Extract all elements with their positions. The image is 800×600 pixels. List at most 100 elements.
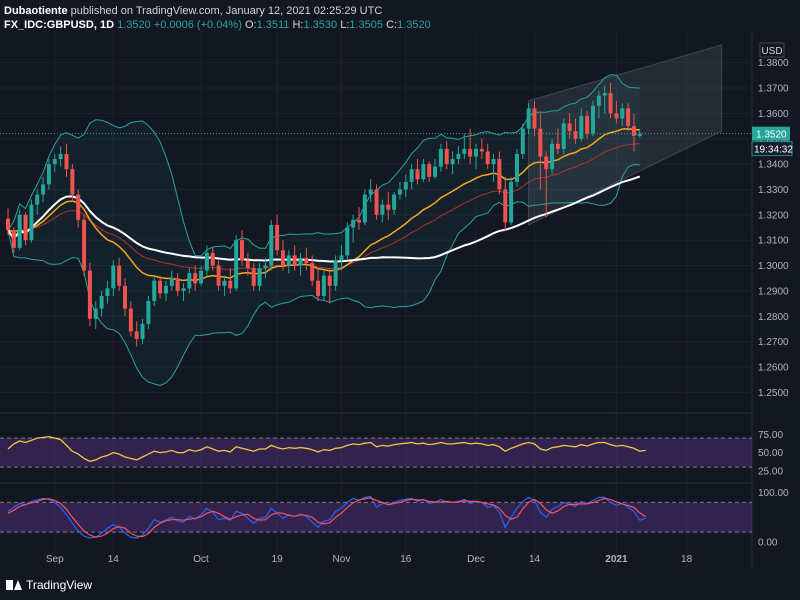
candle-body bbox=[169, 278, 174, 286]
candle-body bbox=[70, 169, 75, 195]
currency-box[interactable] bbox=[759, 42, 785, 58]
x-tick-label: 2021 bbox=[605, 554, 628, 565]
x-tick-label: Nov bbox=[333, 554, 351, 565]
candle-body bbox=[555, 143, 560, 149]
symbol-label[interactable]: FX_IDC:GBPUSD, 1D bbox=[4, 19, 115, 31]
candle-body bbox=[392, 194, 397, 210]
candle-body bbox=[23, 214, 28, 241]
candle-body bbox=[380, 204, 385, 215]
candle-body bbox=[123, 285, 127, 309]
candle-body bbox=[509, 181, 514, 223]
high-label: H: bbox=[292, 19, 304, 31]
candle-body bbox=[421, 164, 426, 180]
candle-body bbox=[462, 148, 467, 154]
candle-body bbox=[550, 143, 555, 170]
price-badge-label: 1.3520 bbox=[756, 130, 787, 141]
candle-body bbox=[298, 257, 303, 266]
candle-body bbox=[87, 270, 92, 319]
footer-brand[interactable]: TradingView bbox=[6, 578, 92, 592]
candle-body bbox=[17, 214, 22, 248]
candle-body bbox=[438, 148, 443, 167]
candle-body bbox=[409, 169, 414, 182]
publish-header: Dubaotiente published on TradingView.com… bbox=[4, 4, 382, 18]
price-badge[interactable] bbox=[752, 126, 790, 141]
candle-body bbox=[216, 265, 221, 286]
publish-info: published on TradingView.com, January 12… bbox=[70, 5, 383, 17]
candle-body bbox=[163, 285, 168, 294]
candle-body bbox=[503, 189, 508, 223]
candle-body bbox=[310, 263, 315, 281]
stoch-k-line bbox=[7, 495, 646, 539]
candle-body bbox=[526, 108, 531, 129]
price-axis[interactable]: 1.38001.37001.36001.35001.34001.33001.32… bbox=[0, 58, 793, 549]
candle-body bbox=[427, 164, 432, 177]
y-tick-label: 1.3800 bbox=[758, 58, 789, 69]
author-name[interactable]: Dubaotiente bbox=[4, 5, 68, 17]
rsi-tick-label: 50.00 bbox=[758, 448, 783, 459]
close-value: 1.3520 bbox=[397, 19, 431, 31]
candle-body bbox=[520, 128, 525, 154]
rsi-tick-label: 25.00 bbox=[758, 466, 783, 477]
countdown-label: 19:34:32 bbox=[754, 145, 793, 156]
candle-body bbox=[596, 95, 601, 106]
channel-area bbox=[528, 44, 723, 226]
candle-body bbox=[333, 260, 338, 286]
candle-body bbox=[304, 257, 309, 263]
candle-body bbox=[362, 194, 367, 223]
candle-body bbox=[497, 159, 502, 190]
candle-body bbox=[204, 252, 209, 271]
rsi-panel bbox=[0, 436, 752, 468]
y-tick-label: 1.2600 bbox=[758, 362, 789, 373]
candle-body bbox=[175, 278, 180, 291]
candle-body bbox=[479, 148, 484, 152]
candle-body bbox=[602, 93, 607, 96]
candle-body bbox=[345, 227, 350, 256]
candle-body bbox=[456, 153, 461, 160]
candle-body bbox=[46, 164, 51, 185]
x-tick-label: 18 bbox=[681, 554, 693, 565]
candle-body bbox=[286, 255, 291, 266]
stoch-tick-label: 100.00 bbox=[758, 488, 789, 499]
candle-body bbox=[626, 108, 631, 127]
candle-body bbox=[146, 301, 151, 324]
price-change: +0.0006 (+0.04%) bbox=[153, 19, 242, 31]
candle-body bbox=[193, 273, 198, 284]
candle-body bbox=[433, 166, 438, 177]
candle-body bbox=[187, 273, 192, 289]
countdown-badge[interactable] bbox=[751, 141, 793, 157]
time-axis[interactable]: Sep 14 Oct 19 Nov 16 Dec 14 2021 18 bbox=[46, 554, 693, 565]
x-tick-label: 19 bbox=[272, 554, 284, 565]
ohlc-legend: FX_IDC:GBPUSD, 1D 1.3520 +0.0006 (+0.04%… bbox=[4, 19, 431, 31]
candle-body bbox=[339, 255, 344, 261]
candle-body bbox=[450, 159, 455, 165]
candle-body bbox=[228, 280, 233, 289]
candle-body bbox=[134, 331, 139, 340]
candle-body bbox=[275, 224, 280, 251]
x-tick-label: Oct bbox=[193, 554, 209, 565]
candle-body bbox=[152, 280, 157, 302]
candle-body bbox=[327, 275, 332, 286]
candle-body bbox=[561, 123, 566, 149]
candle-body bbox=[485, 151, 490, 165]
candle-body bbox=[403, 181, 408, 190]
candle-body bbox=[567, 123, 572, 132]
low-value: 1.3505 bbox=[349, 19, 384, 31]
candle-body bbox=[76, 194, 81, 220]
y-tick-label: 1.3100 bbox=[758, 236, 789, 247]
candle-body bbox=[199, 270, 204, 284]
candle-body bbox=[111, 265, 116, 289]
candle-body bbox=[263, 265, 268, 269]
candle-body bbox=[532, 108, 537, 129]
candle-body bbox=[245, 260, 250, 269]
candle-body bbox=[41, 184, 46, 195]
moving-averages bbox=[7, 128, 641, 282]
y-tick-label: 1.3300 bbox=[758, 185, 789, 196]
candle-body bbox=[351, 219, 356, 228]
candle-body bbox=[386, 204, 391, 210]
candle-body bbox=[573, 131, 578, 139]
candle-body bbox=[444, 148, 449, 165]
candle-body bbox=[11, 230, 16, 248]
sma-slow-line bbox=[7, 175, 641, 263]
candle-body bbox=[620, 108, 625, 119]
